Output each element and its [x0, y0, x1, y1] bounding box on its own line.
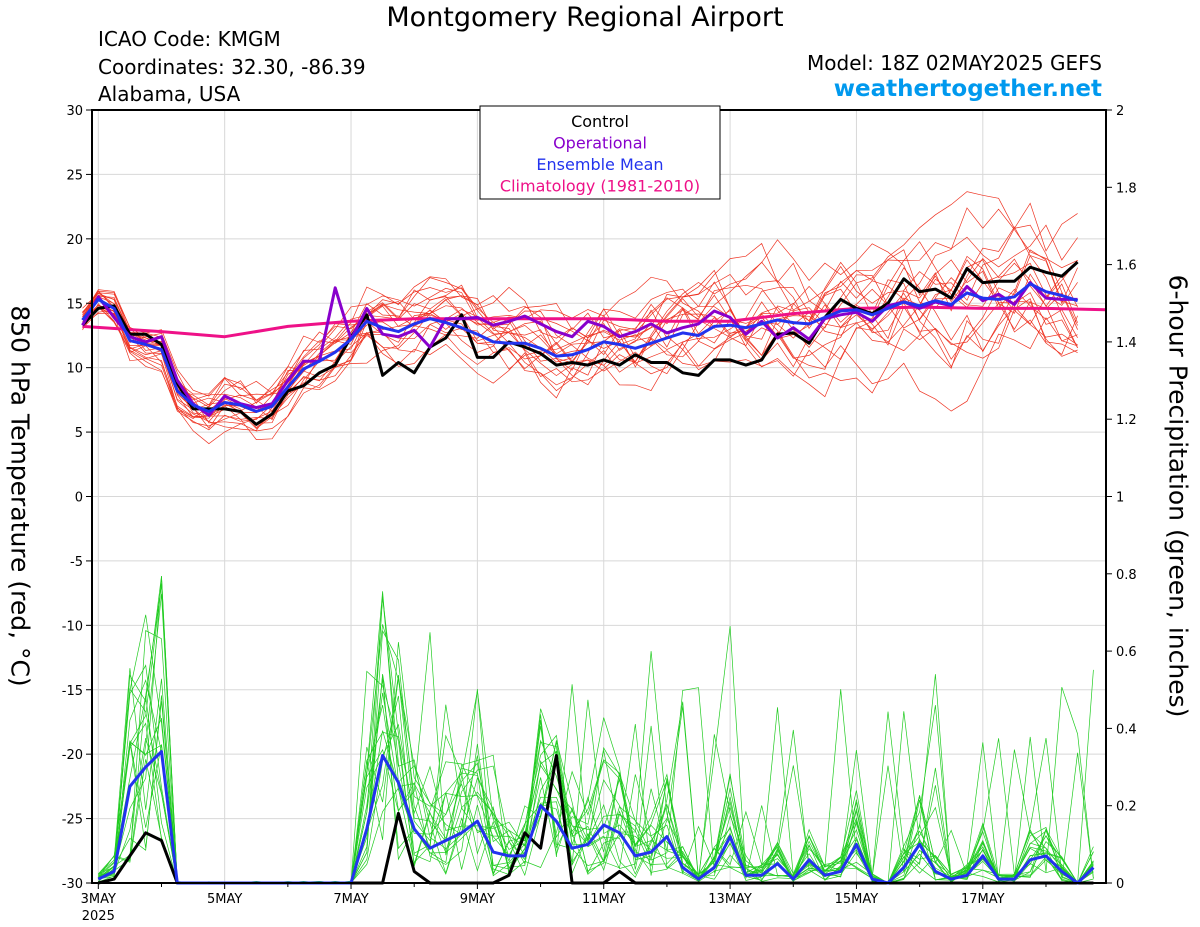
y-tick-label-left: 20: [66, 233, 83, 248]
temp-member-line: [82, 260, 1078, 417]
website-link[interactable]: weathertogether.net: [833, 76, 1102, 102]
y-tick-label-left: 5: [75, 426, 83, 441]
y-tick-label-left: -10: [62, 619, 83, 634]
legend-entry: Operational: [553, 134, 647, 153]
y-tick-label-right: 1.8: [1116, 181, 1137, 196]
grid-lines: [92, 109, 1106, 884]
y-tick-label-left: -15: [62, 684, 83, 699]
y-tick-label-right: 1: [1116, 491, 1124, 506]
temp-member-line: [82, 224, 1078, 431]
temp-member-line: [82, 242, 1078, 419]
y-tick-label-right: 2: [1116, 104, 1124, 119]
y-tick-label-left: 25: [66, 168, 83, 183]
y-axis-right-label-box: 6-hour Precipitation (green, inches): [1156, 0, 1200, 927]
temp-control-line: [81, 260, 1079, 426]
y-tick-label-left: 0: [75, 491, 83, 506]
y-tick-label-right: 0: [1116, 877, 1124, 892]
y-tick-label-right: 1.2: [1116, 413, 1137, 428]
y-tick-label-right: 0.2: [1116, 800, 1137, 815]
temp-member-line: [82, 274, 1078, 445]
precip-member-line: [98, 674, 1094, 884]
legend: Control Operational Ensemble Mean Climatolo…: [479, 105, 721, 200]
x-tick-label: 5MAY: [207, 892, 242, 907]
x-tick-sublabel: 2025: [82, 909, 115, 924]
coordinates: Coordinates: 32.30, -86.39: [98, 55, 366, 79]
y-axis-left-label: 850 hPa Temperature (red, °C): [5, 305, 35, 687]
temp-member-line: [82, 273, 1078, 432]
legend-entry: Climatology (1981-2010): [500, 177, 700, 196]
temp-member-line: [82, 285, 1078, 440]
precip-member-line: [98, 664, 1094, 884]
chart-title: Montgomery Regional Airport: [386, 2, 784, 33]
x-tick-label: 11MAY: [582, 892, 626, 907]
region-label: Alabama, USA: [98, 82, 241, 106]
y-tick-label-left: 15: [66, 297, 83, 312]
x-tick-label: 9MAY: [460, 892, 495, 907]
y-tick-label-left: -25: [62, 813, 83, 828]
y-tick-label-left: -20: [62, 748, 83, 763]
y-axis-left-label-box: 850 hPa Temperature (red, °C): [0, 0, 40, 927]
y-tick-label-left: 10: [66, 362, 83, 377]
y-tick-label-right: 1.4: [1116, 336, 1137, 351]
temp-member-line: [82, 255, 1078, 428]
y-tick-label-left: -5: [70, 555, 83, 570]
x-tick-label: 15MAY: [835, 892, 879, 907]
legend-entry: Ensemble Mean: [536, 155, 663, 174]
precip-control-line: [97, 754, 1094, 885]
precip-member-line: [98, 614, 1094, 884]
temp-climatology-1981-2010-line: [82, 305, 1107, 339]
axes: 302520151050-5-10-15-20-25-3021.81.61.41…: [62, 104, 1137, 924]
x-tick-label: 7MAY: [333, 892, 368, 907]
temp-ensemble-mean-line: [81, 282, 1079, 413]
y-tick-label-right: 0.4: [1116, 722, 1137, 737]
y-tick-label-right: 1.6: [1116, 259, 1137, 274]
model-run: Model: 18Z 02MAY2025 GEFS: [807, 51, 1102, 75]
y-tick-label-left: 30: [66, 104, 83, 119]
y-tick-label-left: -30: [62, 877, 83, 892]
legend-box: [479, 105, 721, 200]
temp-member-line: [82, 304, 1078, 431]
y-tick-label-right: 0.8: [1116, 568, 1137, 583]
y-tick-label-right: 0.6: [1116, 645, 1137, 660]
x-tick-label: 3MAY: [81, 892, 116, 907]
temp-member-line: [82, 269, 1078, 420]
x-tick-label: 17MAY: [961, 892, 1005, 907]
ensemble-member-lines: [82, 191, 1094, 885]
x-tick-label: 13MAY: [708, 892, 752, 907]
temp-member-line: [82, 224, 1078, 413]
legend-entry: Control: [571, 112, 629, 131]
temp-member-line: [82, 207, 1078, 421]
icao-code: ICAO Code: KMGM: [98, 27, 281, 51]
y-axis-right-label: 6-hour Precipitation (green, inches): [1163, 274, 1193, 718]
